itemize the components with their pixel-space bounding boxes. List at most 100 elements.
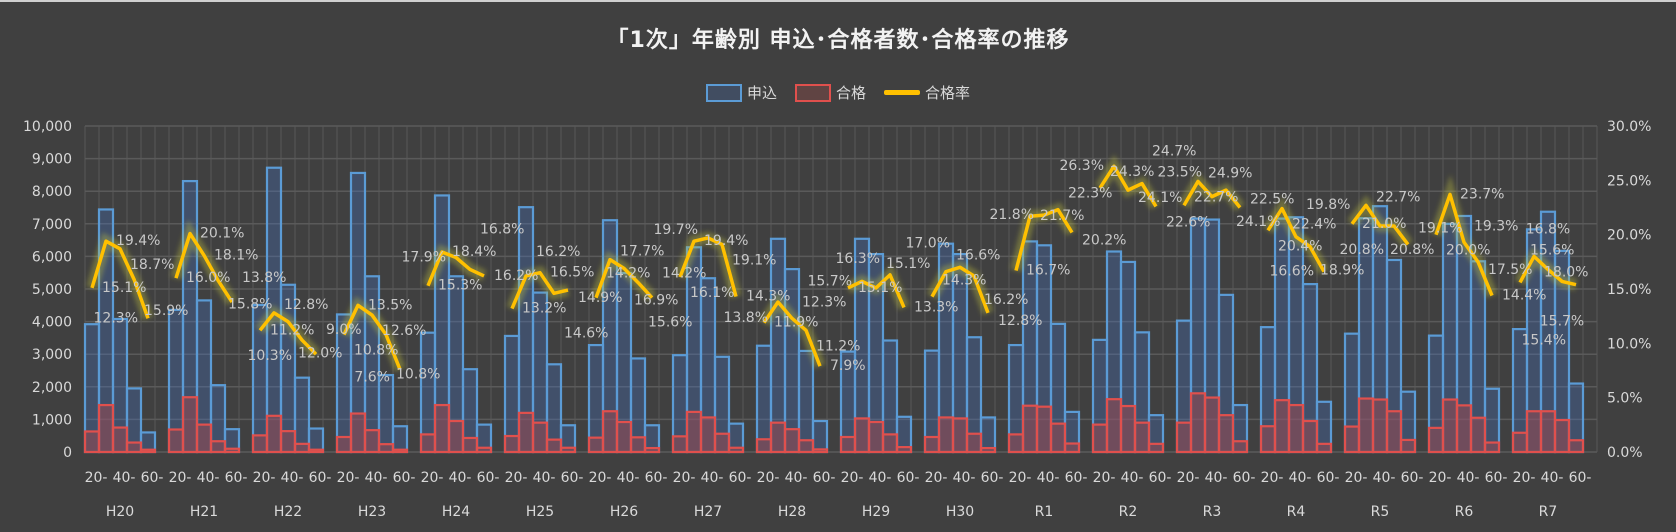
rate-data-label: 20.1%: [200, 226, 244, 242]
age-tick-label: 40-: [533, 470, 556, 486]
bar-passed: [1133, 421, 1151, 454]
age-tick-label: 40-: [617, 470, 640, 486]
bar-passed: [699, 416, 717, 454]
legend-item-passed[interactable]: 合格: [794, 82, 866, 103]
bar-passed: [1189, 392, 1207, 454]
rate-data-label: 21.7%: [1040, 208, 1084, 224]
rate-data-label: 18.0%: [1544, 264, 1588, 280]
age-tick-label: 40-: [1457, 470, 1480, 486]
age-tick-label: 60-: [393, 470, 416, 486]
rate-data-label: 7.6%: [354, 369, 390, 385]
legend-item-applicants[interactable]: 申込: [705, 82, 777, 103]
rate-data-label: 22.7%: [1376, 189, 1420, 205]
rate-data-label: 18.7%: [130, 257, 174, 273]
bar-passed: [377, 443, 395, 454]
bar-passed: [1119, 404, 1137, 454]
rate-data-label: 14.3%: [942, 273, 986, 289]
rate-data-label: 22.6%: [1166, 214, 1210, 230]
bar-passed: [769, 421, 787, 454]
bar-passed: [475, 446, 493, 454]
left-axis-tick-label: 3,000: [32, 347, 72, 363]
rate-data-label: 16.2%: [984, 292, 1028, 308]
legend-label-rate: 合格率: [925, 84, 971, 102]
rate-data-label: 13.2%: [522, 301, 566, 317]
bar-passed: [1525, 410, 1543, 454]
age-tick-label: 60-: [1569, 470, 1592, 486]
rate-data-label: 10.3%: [248, 348, 292, 364]
group-tick-label: R5: [1371, 504, 1390, 520]
age-tick-label: 60-: [477, 470, 500, 486]
age-tick-label: 40-: [785, 470, 808, 486]
rate-data-label: 16.8%: [1526, 221, 1570, 237]
bar-applicants: [979, 416, 997, 454]
age-tick-label: 60-: [729, 470, 752, 486]
bar-passed: [965, 432, 983, 454]
bar-passed: [797, 439, 815, 454]
bar-passed: [1315, 442, 1333, 454]
age-tick-label: 20-: [1261, 470, 1284, 486]
rate-data-label: 15.9%: [144, 303, 188, 319]
bar-passed: [265, 414, 283, 454]
bar-passed: [1091, 423, 1109, 454]
bar-passed: [615, 420, 633, 454]
group-tick-label: H23: [358, 504, 386, 520]
left-axis-tick-label: 0: [63, 445, 72, 461]
rate-data-label: 15.3%: [438, 278, 482, 294]
rate-data-label: 15.7%: [1540, 313, 1584, 329]
bar-applicants: [797, 349, 815, 454]
bar-passed: [951, 417, 969, 454]
bar-passed: [181, 396, 199, 454]
rate-data-label: 23.7%: [1460, 186, 1504, 202]
rate-data-label: 18.9%: [1320, 263, 1364, 279]
rate-data-label: 19.3%: [1474, 218, 1518, 234]
rate-data-label: 14.2%: [662, 266, 706, 282]
bar-applicants: [769, 237, 787, 454]
rate-data-label: 22.5%: [1250, 192, 1294, 208]
rate-data-label: 16.5%: [550, 265, 594, 281]
bar-passed: [1287, 403, 1305, 454]
age-tick-label: 60-: [1149, 470, 1172, 486]
bar-passed: [853, 417, 871, 454]
bar-passed: [1021, 404, 1039, 454]
rate-line-layer: [86, 154, 1578, 372]
left-axis-tick-label: 6,000: [32, 249, 72, 265]
left-axis-tick-label: 4,000: [32, 315, 72, 331]
age-tick-label: 20-: [253, 470, 276, 486]
bar-applicants: [587, 343, 605, 454]
age-tick-label: 60-: [1401, 470, 1424, 486]
left-axis-tick-label: 2,000: [32, 380, 72, 396]
group-tick-label: R3: [1203, 504, 1222, 520]
rate-data-label: 12.8%: [284, 297, 328, 313]
bar-passed: [923, 435, 941, 454]
rate-data-label: 15.8%: [228, 296, 272, 312]
rate-data-label: 16.8%: [480, 221, 524, 237]
age-tick-label: 60-: [561, 470, 584, 486]
bar-passed: [867, 420, 885, 454]
age-tick-label: 40-: [281, 470, 304, 486]
bar-passed: [419, 433, 437, 454]
bar-passed: [545, 438, 563, 454]
bar-passed: [1539, 410, 1557, 454]
legend-item-rate[interactable]: 合格率: [884, 82, 970, 103]
rate-data-label: 17.9%: [402, 249, 446, 265]
age-tick-label: 20-: [505, 470, 528, 486]
age-tick-label: 40-: [1289, 470, 1312, 486]
bar-passed: [293, 442, 311, 454]
right-axis-tick-label: 0.0%: [1607, 445, 1643, 461]
bar-passed: [587, 436, 605, 454]
rate-data-label: 12.3%: [802, 294, 846, 310]
bar-passed: [223, 447, 241, 454]
rate-data-label: 19.4%: [116, 233, 160, 249]
age-tick-label: 40-: [113, 470, 136, 486]
age-tick-label: 20-: [1513, 470, 1536, 486]
right-axis-tick-label: 30.0%: [1607, 119, 1651, 135]
age-tick-label: 20-: [673, 470, 696, 486]
rate-line: [930, 265, 990, 314]
bar-passed: [97, 403, 115, 454]
bar-passed: [1455, 404, 1473, 454]
rate-data-label: 11.2%: [270, 322, 314, 338]
bar-passed: [1301, 419, 1319, 454]
group-tick-label: H21: [190, 504, 218, 520]
rate-data-label: 18.4%: [452, 244, 496, 260]
